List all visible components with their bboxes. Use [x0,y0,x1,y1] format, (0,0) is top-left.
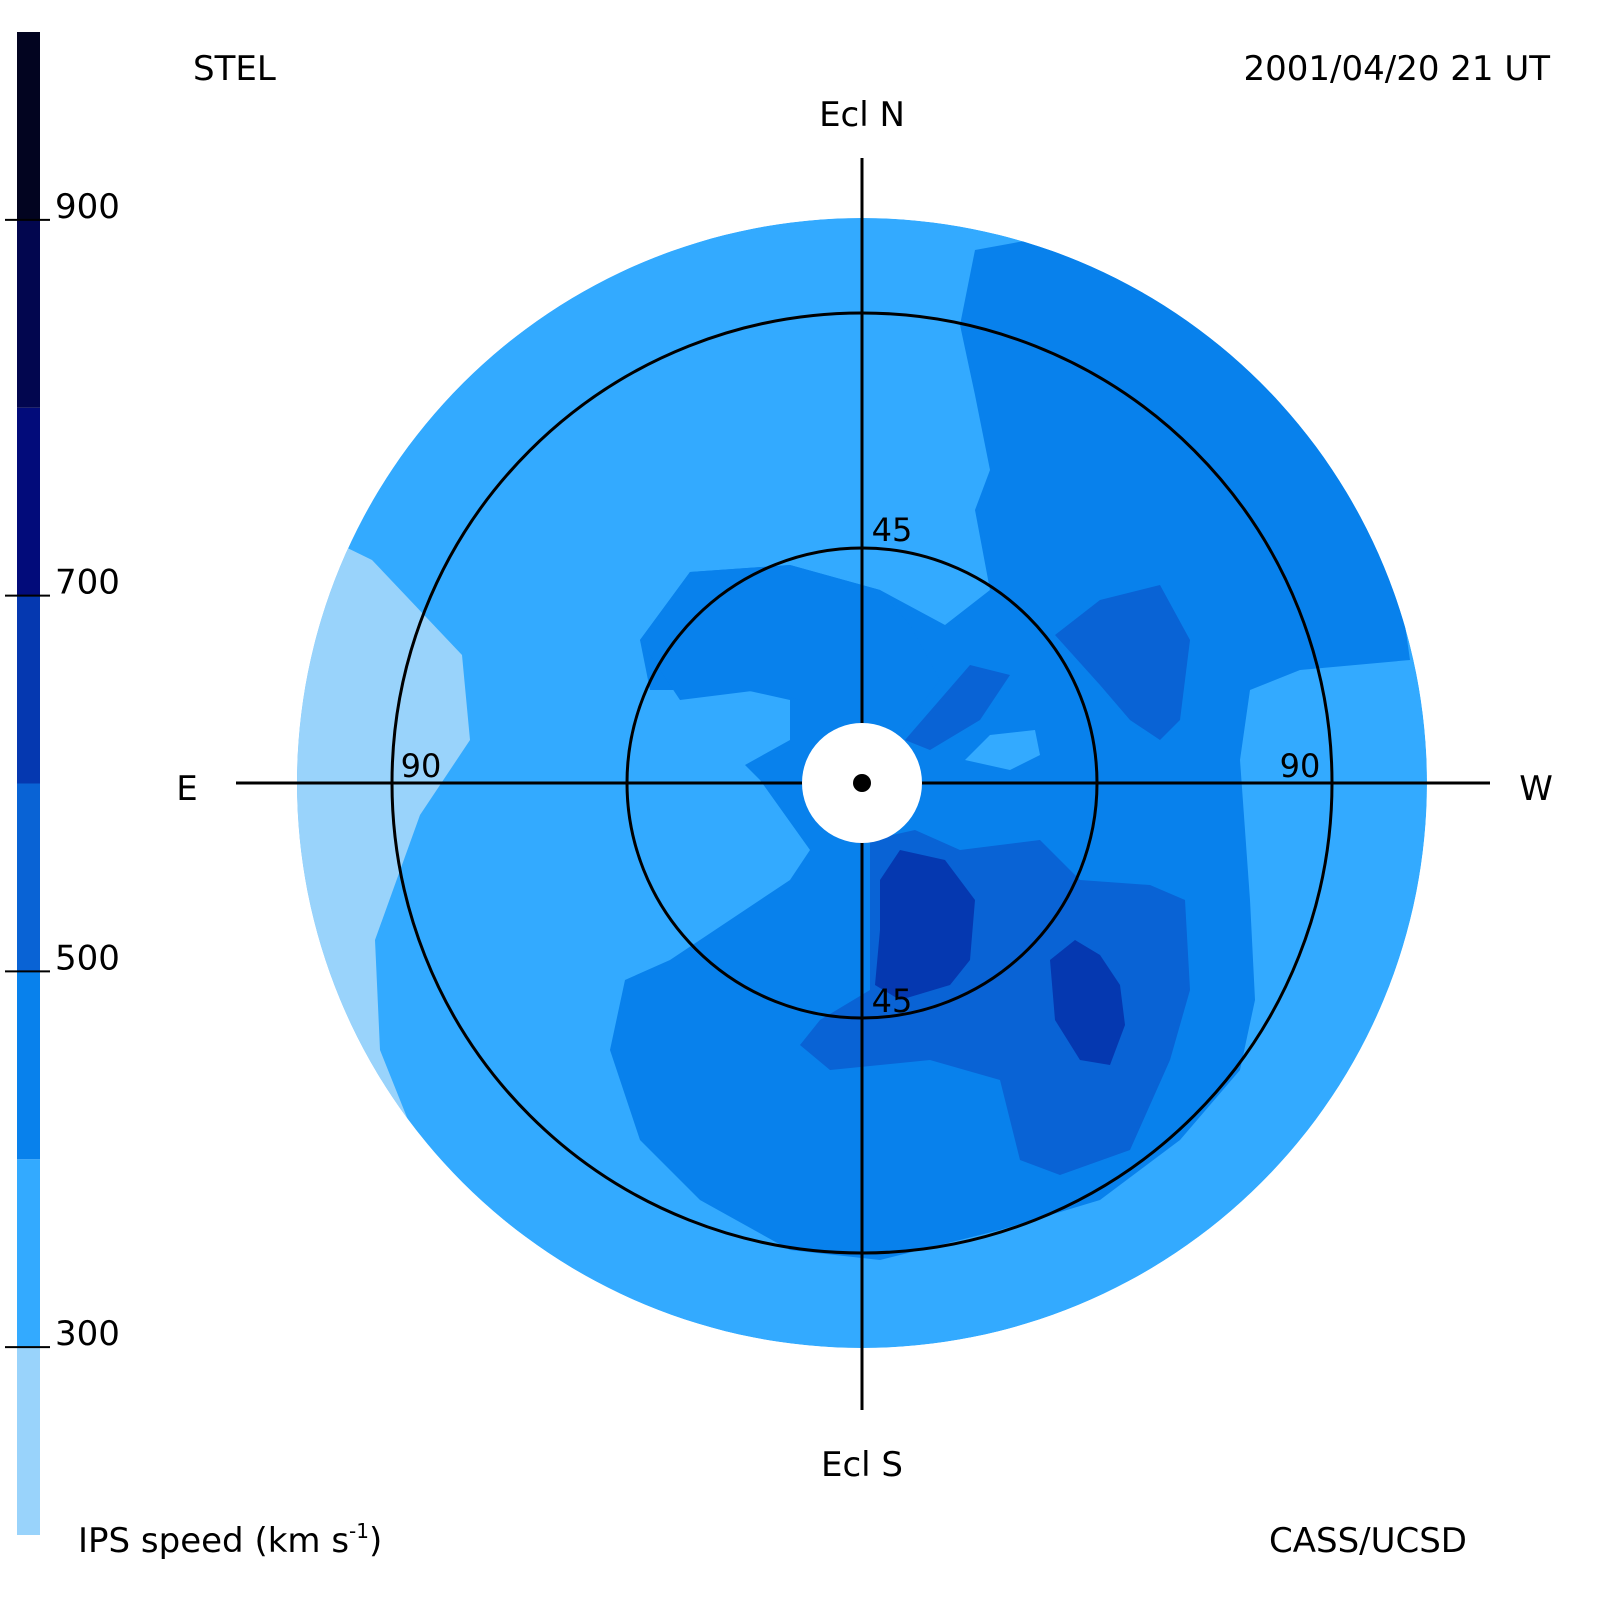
band-600-700-region-2 [1050,940,1125,1065]
direction-west-label: W [1519,769,1553,809]
colorbar-band-500-600 [17,783,40,972]
colorbar-band-400-500 [17,971,40,1160]
colorbar-band-700-800 [17,407,40,596]
speed-colorbar [17,32,40,1535]
ring-45-label-south: 45 [872,982,913,1020]
colorbar-ticks: 900 700 500 300 [5,187,120,1354]
colorbar-tick-label-300: 300 [55,1314,120,1354]
colorbar-tick-label-700: 700 [55,563,120,603]
source-label: STEL [193,49,276,89]
colorbar-tick-label-500: 500 [55,938,120,978]
colorbar-band-200-300 [17,1347,40,1535]
colorbar-tick-label-900: 900 [55,187,120,227]
ring-90-label-west: 90 [1280,747,1321,785]
band-300-400-spot [965,730,1040,770]
colorbar-band-300-400 [17,1159,40,1348]
credit-label: CASS/UCSD [1269,1521,1467,1561]
colorbar-band-900-1000 [17,32,40,220]
colorbar-band-800-900 [17,219,40,408]
colorbar-band-600-700 [17,595,40,784]
timestamp-label: 2001/04/20 21 UT [1244,49,1551,89]
band-400-500-region-2 [640,565,940,760]
ring-90-label-east: 90 [401,747,442,785]
direction-north-label: Ecl N [819,95,905,135]
ring-45-label-north: 45 [872,511,913,549]
band-500-600-region-2 [1055,585,1190,740]
colorbar-title: IPS speed (km s-1) [78,1519,382,1561]
direction-south-label: Ecl S [821,1445,903,1485]
band-500-600-region [905,665,1010,750]
direction-east-label: E [176,769,197,809]
sun-center-dot [853,774,871,792]
band-600-700-region [875,850,975,1000]
